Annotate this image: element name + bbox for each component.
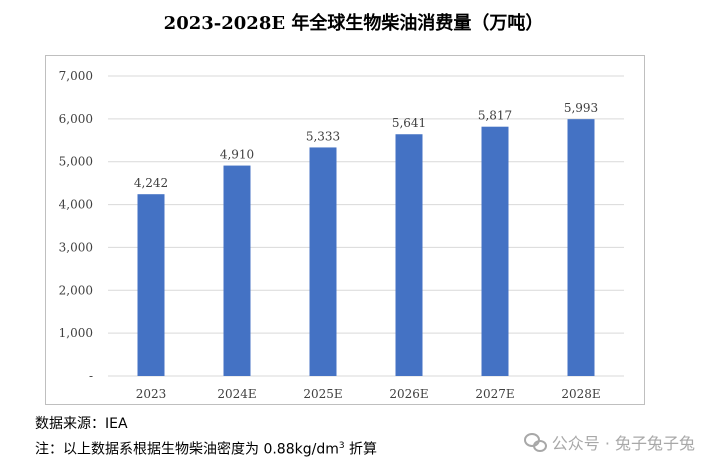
chart-title: 2023-2028E 年全球生物柴油消费量（万吨） — [163, 13, 544, 34]
data-label: 5,333 — [306, 129, 340, 143]
density-note-suffix: 折算 — [344, 441, 378, 458]
data-label: 5,993 — [564, 101, 598, 115]
data-label: 5,641 — [392, 116, 426, 130]
source-note: 数据来源：IEA — [35, 416, 128, 432]
y-tick-label: 2,000 — [59, 283, 93, 297]
bar-chart: - 1,000 2,000 3,000 4,000 5,000 6,000 7,000 4,2… — [59, 69, 624, 401]
data-label: 4,910 — [220, 148, 254, 162]
y-tick-label: 7,000 — [59, 69, 93, 83]
data-label: 4,242 — [134, 176, 168, 190]
x-tick-label: 2023 — [136, 387, 167, 401]
x-axis-ticks: 2023 2024E 2025E 2026E 2027E 2028E — [136, 387, 601, 401]
bar — [309, 147, 337, 376]
notes: 数据来源：IEA 注：以上数据系根据生物柴油密度为 0.88kg/dm3 折算 — [35, 413, 377, 461]
wechat-icon — [523, 433, 547, 452]
bar — [137, 194, 165, 376]
data-label: 5,817 — [478, 109, 512, 123]
x-tick-label: 2025E — [303, 387, 342, 401]
y-tick-label: - — [89, 369, 93, 383]
x-tick-label: 2028E — [561, 387, 600, 401]
y-tick-label: 6,000 — [59, 112, 93, 126]
gridlines — [108, 75, 624, 377]
y-axis-ticks: - 1,000 2,000 3,000 4,000 5,000 6,000 7,000 — [59, 69, 93, 383]
x-tick-label: 2024E — [217, 387, 256, 401]
x-tick-label: 2026E — [389, 387, 428, 401]
y-tick-label: 1,000 — [59, 326, 93, 340]
bars — [137, 119, 595, 377]
density-note: 注：以上数据系根据生物柴油密度为 0.88kg/dm3 折算 — [35, 435, 377, 461]
density-note-superscript: 3 — [338, 441, 345, 451]
density-note-text: 注：以上数据系根据生物柴油密度为 0.88kg/dm — [35, 441, 339, 458]
bar — [395, 134, 423, 376]
bar — [481, 126, 509, 376]
x-tick-label: 2027E — [475, 387, 514, 401]
watermark-text: 公众号 · 兔子兔子兔 — [551, 434, 695, 453]
y-tick-label: 5,000 — [59, 155, 93, 169]
chart-frame — [45, 55, 645, 405]
bar — [567, 119, 595, 377]
y-tick-label: 4,000 — [59, 198, 93, 212]
y-tick-label: 3,000 — [59, 240, 93, 254]
bar — [223, 165, 251, 376]
data-labels: 4,242 4,910 5,333 5,641 5,817 5,993 — [134, 101, 598, 190]
watermark: 公众号 · 兔子兔子兔 — [523, 430, 695, 454]
